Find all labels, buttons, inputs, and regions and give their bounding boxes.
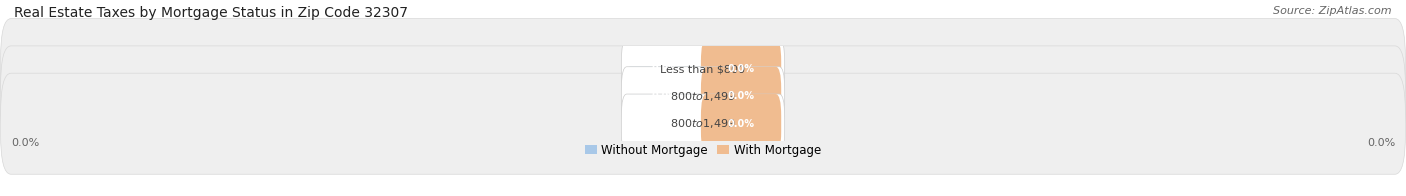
Text: $800 to $1,499: $800 to $1,499 — [671, 117, 735, 130]
Text: Less than $800: Less than $800 — [661, 64, 745, 74]
FancyBboxPatch shape — [621, 94, 785, 153]
Text: 0.0%: 0.0% — [11, 138, 39, 148]
Text: Real Estate Taxes by Mortgage Status in Zip Code 32307: Real Estate Taxes by Mortgage Status in … — [14, 6, 408, 20]
Text: 0.0%: 0.0% — [727, 119, 755, 129]
Legend: Without Mortgage, With Mortgage: Without Mortgage, With Mortgage — [585, 144, 821, 157]
Text: 0.0%: 0.0% — [727, 91, 755, 101]
FancyBboxPatch shape — [702, 67, 782, 126]
Text: 0.0%: 0.0% — [651, 91, 679, 101]
Text: $800 to $1,499: $800 to $1,499 — [671, 90, 735, 103]
FancyBboxPatch shape — [0, 19, 1406, 120]
FancyBboxPatch shape — [624, 67, 704, 126]
FancyBboxPatch shape — [702, 94, 782, 153]
Text: 0.0%: 0.0% — [727, 64, 755, 74]
FancyBboxPatch shape — [621, 67, 785, 126]
FancyBboxPatch shape — [624, 39, 704, 99]
Text: 0.0%: 0.0% — [1367, 138, 1395, 148]
FancyBboxPatch shape — [624, 94, 704, 153]
FancyBboxPatch shape — [0, 46, 1406, 147]
FancyBboxPatch shape — [0, 73, 1406, 174]
FancyBboxPatch shape — [702, 39, 782, 99]
Text: Source: ZipAtlas.com: Source: ZipAtlas.com — [1274, 6, 1392, 16]
Text: 0.0%: 0.0% — [651, 64, 679, 74]
Text: 0.0%: 0.0% — [651, 119, 679, 129]
FancyBboxPatch shape — [621, 39, 785, 99]
